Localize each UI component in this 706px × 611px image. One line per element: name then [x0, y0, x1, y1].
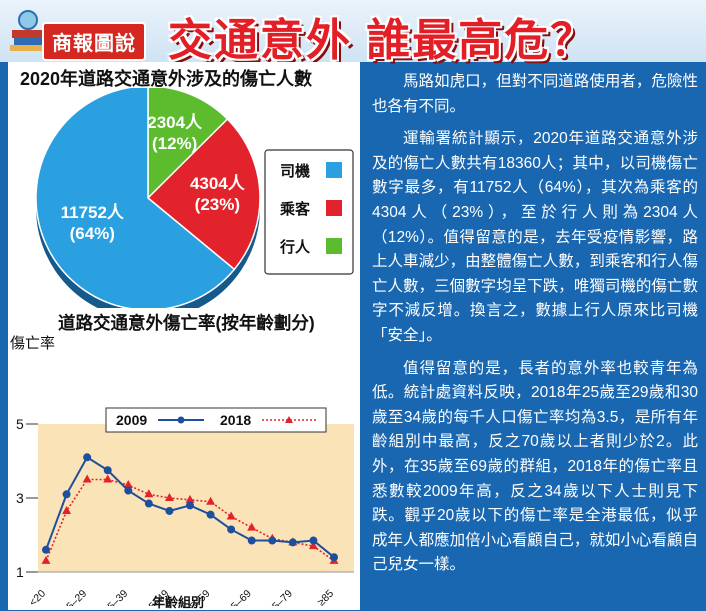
point-2018 — [123, 480, 133, 489]
line-chart: 20092018135<2020–2425–2930–3435–3940–444… — [16, 407, 354, 606]
point-2009 — [62, 490, 71, 499]
point-2018 — [308, 541, 318, 550]
y-tick-label: 5 — [16, 416, 24, 432]
x-tick-label: ≥85 — [315, 588, 336, 606]
chart-panel: 2020年道路交通意外涉及的傷亡人數 2304人(12%) 4304人(23%) 1… — [8, 62, 360, 610]
point-2018 — [41, 555, 51, 564]
pie-label: 4304人(23%) — [190, 174, 246, 214]
pie-label: 11752人(64%) — [61, 203, 125, 243]
point-2009 — [103, 466, 112, 475]
article-paragraph: 運輸署統計顯示，2020年道路交通意外涉及的傷亡人數共有18360人；其中，以司… — [372, 130, 698, 344]
books-icon — [10, 10, 42, 51]
y-axis-label: 傷亡率 — [10, 335, 56, 352]
x-tick-label: <20 — [27, 588, 48, 606]
x-axis-label: 年齡組別 — [152, 595, 205, 610]
point-2009 — [124, 486, 133, 495]
page-title: 交通意外 誰最高危？ — [168, 16, 597, 65]
point-2009 — [247, 536, 256, 545]
point-2018 — [247, 522, 257, 531]
line-chart-title: 道路交通意外傷亡率(按年齡劃分) — [58, 313, 315, 333]
legend-marker — [285, 416, 293, 423]
legend-marker — [177, 416, 185, 424]
point-2009 — [165, 506, 174, 515]
point-2018 — [144, 489, 154, 498]
point-2009 — [288, 538, 297, 547]
y-tick-label: 3 — [16, 490, 24, 506]
article-body: 馬路如虎口，但對不同道路使用者，危險性也各有不同。 運輸署統計顯示，2020年道… — [372, 70, 698, 586]
pie-slice-司機 — [35, 88, 236, 308]
point-2009 — [206, 510, 215, 519]
point-2018 — [206, 496, 216, 505]
point-2018 — [103, 474, 113, 483]
legend-swatch — [326, 238, 342, 254]
point-2009 — [309, 536, 318, 545]
legend-label: 2018 — [220, 412, 251, 428]
pie-label: 2304人(12%) — [147, 113, 203, 153]
y-tick-label: 1 — [16, 564, 24, 580]
point-2009 — [83, 453, 92, 462]
legend-label: 2009 — [116, 412, 147, 428]
point-2018 — [185, 494, 195, 503]
legend-swatch — [326, 162, 342, 178]
x-tick-label: 25–29 — [60, 588, 89, 606]
article-paragraph: 馬路如虎口，但對不同道路使用者，危險性也各有不同。 — [372, 73, 698, 115]
point-2018 — [164, 493, 174, 501]
point-2009 — [268, 536, 277, 545]
point-2009 — [227, 525, 236, 534]
logo: 商報圖說 — [8, 8, 158, 61]
header-banner: 商報圖說 交通意外 誰最高危？ — [0, 0, 706, 65]
line-legend: 2009 2018 — [105, 407, 327, 433]
point-2009 — [42, 545, 50, 554]
point-2018 — [82, 474, 92, 483]
point-2009 — [186, 501, 194, 510]
logo-badge: 商報圖說 — [42, 22, 146, 61]
x-tick-label: 35–39 — [101, 588, 130, 606]
pie-chart-title: 2020年道路交通意外涉及的傷亡人數 — [20, 69, 313, 89]
legend-swatch — [326, 200, 342, 216]
plot-background — [38, 424, 354, 572]
legend-label: 乘客 — [279, 200, 311, 218]
point-2018 — [62, 505, 72, 514]
legend-label: 司機 — [280, 162, 310, 180]
point-2018 — [226, 511, 236, 520]
pie-slice-行人 — [147, 88, 229, 200]
x-tick-label: 65–69 — [225, 588, 254, 606]
point-2009 — [330, 553, 338, 562]
legend-label: 行人 — [279, 238, 311, 256]
article-paragraph: 值得留意的是，長者的意外率也較青年為低。統計處資料反映，2018年25歲至29歲… — [372, 359, 698, 574]
pie-slice-乘客 — [146, 117, 261, 271]
x-tick-label: 75–79 — [266, 588, 295, 606]
point-2009 — [144, 499, 153, 508]
